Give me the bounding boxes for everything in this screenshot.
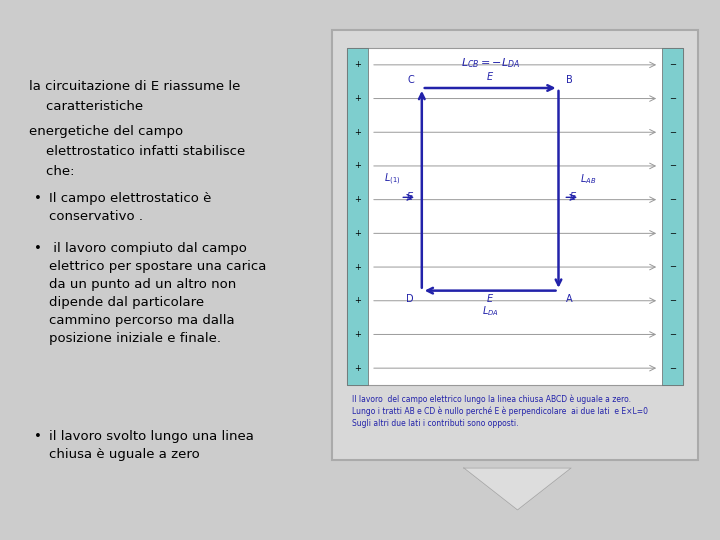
Text: D: D xyxy=(406,294,414,303)
Text: E: E xyxy=(487,294,493,303)
Text: •: • xyxy=(34,192,42,205)
Bar xyxy=(346,48,683,385)
Bar xyxy=(662,48,683,385)
Text: •: • xyxy=(34,242,42,255)
Text: −: − xyxy=(669,229,676,238)
Text: elettrico per spostare una carica: elettrico per spostare una carica xyxy=(49,260,266,273)
Text: caratteristiche: caratteristiche xyxy=(30,100,143,113)
Text: −: − xyxy=(669,94,676,103)
Text: −: − xyxy=(669,330,676,339)
Text: il lavoro svolto lungo una linea: il lavoro svolto lungo una linea xyxy=(49,430,253,443)
Text: +: + xyxy=(354,161,361,171)
Text: −: − xyxy=(669,161,676,171)
Text: •: • xyxy=(34,430,42,443)
Text: $L_{DA}$: $L_{DA}$ xyxy=(482,305,498,319)
Text: +: + xyxy=(354,296,361,305)
Text: +: + xyxy=(354,195,361,204)
Text: −: − xyxy=(669,363,676,373)
Text: +: + xyxy=(354,229,361,238)
Text: che:: che: xyxy=(30,165,75,178)
Text: +: + xyxy=(354,330,361,339)
Text: dipende dal particolare: dipende dal particolare xyxy=(49,296,204,309)
Text: $L_{(1)}$: $L_{(1)}$ xyxy=(384,172,401,187)
Text: elettrostatico infatti stabilisce: elettrostatico infatti stabilisce xyxy=(30,145,246,158)
Text: +: + xyxy=(354,363,361,373)
Text: Lungo i tratti AB e CD è nullo perché E è perpendicolare  ai due lati  e E×L=0: Lungo i tratti AB e CD è nullo perché E … xyxy=(351,407,647,416)
Text: −: − xyxy=(669,195,676,204)
Text: E: E xyxy=(407,192,413,202)
Text: da un punto ad un altro non: da un punto ad un altro non xyxy=(49,278,236,291)
Text: +: + xyxy=(354,128,361,137)
Text: +: + xyxy=(354,60,361,69)
Text: E: E xyxy=(487,72,493,82)
Text: B: B xyxy=(567,75,573,85)
Text: −: − xyxy=(669,60,676,69)
Text: −: − xyxy=(669,128,676,137)
Bar xyxy=(332,30,698,460)
Bar xyxy=(346,48,368,385)
Text: $L_{AB}$: $L_{AB}$ xyxy=(580,172,596,186)
Text: Il campo elettrostatico è: Il campo elettrostatico è xyxy=(49,192,211,205)
Text: Sugli altri due lati i contributi sono opposti.: Sugli altri due lati i contributi sono o… xyxy=(351,419,518,428)
Polygon shape xyxy=(464,468,571,510)
Text: cammino percorso ma dalla: cammino percorso ma dalla xyxy=(49,314,235,327)
Text: C: C xyxy=(408,75,414,85)
Text: chiusa è uguale a zero: chiusa è uguale a zero xyxy=(49,448,199,461)
Text: E: E xyxy=(570,192,576,202)
Text: A: A xyxy=(567,294,573,303)
Text: conservativo .: conservativo . xyxy=(49,210,143,223)
Text: −: − xyxy=(669,262,676,272)
Text: −: − xyxy=(669,296,676,305)
Text: la circuitazione di E riassume le: la circuitazione di E riassume le xyxy=(30,80,240,93)
Text: Il lavoro  del campo elettrico lungo la linea chiusa ABCD è uguale a zero.: Il lavoro del campo elettrico lungo la l… xyxy=(351,395,631,404)
Text: +: + xyxy=(354,262,361,272)
Text: +: + xyxy=(354,94,361,103)
Text: energetiche del campo: energetiche del campo xyxy=(30,125,184,138)
Text: il lavoro compiuto dal campo: il lavoro compiuto dal campo xyxy=(49,242,247,255)
Text: $L_{CB}$$=$$-L_{DA}$: $L_{CB}$$=$$-L_{DA}$ xyxy=(461,56,520,70)
Text: posizione iniziale e finale.: posizione iniziale e finale. xyxy=(49,332,221,345)
